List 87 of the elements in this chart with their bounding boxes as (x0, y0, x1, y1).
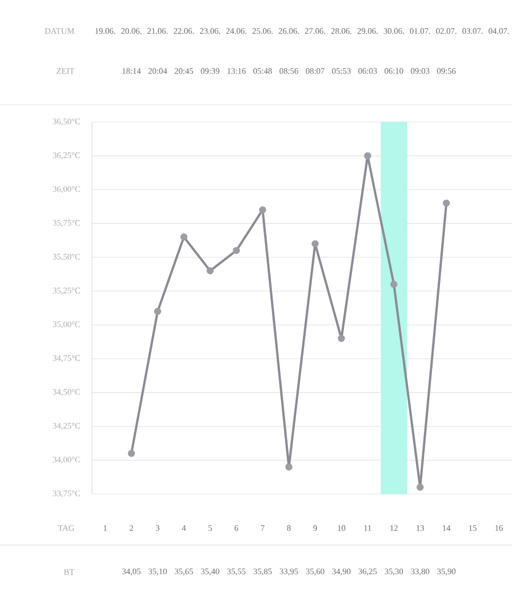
text: 33,80 (411, 568, 430, 576)
text: 06:10 (384, 68, 404, 74)
point (364, 152, 372, 160)
x-tick-label: 3 (156, 525, 160, 531)
point (338, 334, 345, 342)
y-tick-label: 36,50°C (53, 118, 80, 126)
text: 20:04 (148, 68, 168, 74)
text: 02.07. (436, 28, 456, 34)
text: 09:56 (437, 68, 456, 74)
text: 09:39 (200, 68, 220, 74)
text: 25.06. (252, 28, 273, 34)
text: 35,55 (227, 568, 246, 576)
point (259, 206, 266, 214)
y-tick-label: 35,50°C (53, 254, 80, 261)
x-tick-label: 8 (287, 525, 291, 531)
text: 27.06. (305, 28, 326, 34)
text: 04.07. (488, 28, 509, 34)
x-tick-label: 10 (338, 525, 346, 531)
text: 36,25 (358, 568, 377, 576)
text: 30.06. (384, 28, 404, 34)
point (390, 280, 398, 288)
text: 35,60 (306, 568, 324, 576)
text: 20.06. (121, 28, 142, 34)
y-tick-label: 33,75°C (53, 490, 80, 498)
x-tick-label: 5 (208, 525, 212, 531)
text: 34,90 (332, 568, 351, 576)
text: 03.07. (462, 28, 483, 34)
point (232, 246, 240, 254)
text: 05:53 (332, 68, 351, 74)
text: 21.06. (148, 28, 168, 34)
y-tick-label: 36,00°C (53, 186, 80, 194)
text: 35,90 (437, 568, 456, 576)
point (206, 267, 214, 274)
text: 06:03 (358, 68, 377, 74)
text: 33,95 (280, 568, 298, 576)
text: DATUM (44, 28, 74, 34)
y-tick-label: 34,25°C (53, 422, 80, 430)
point (128, 450, 135, 457)
y-tick-label: 36,25°C (53, 152, 80, 160)
text: 35,30 (384, 568, 404, 576)
y-tick-label: 35,00°C (53, 321, 80, 328)
text: 19.06. (95, 28, 116, 34)
text: 29.06. (358, 28, 378, 34)
x-axis-title: TAG (58, 525, 74, 531)
text: 24.06. (226, 28, 246, 34)
y-tick-label: 35,25°C (53, 288, 80, 295)
x-tick-label: 6 (234, 525, 238, 531)
text: 34,05 (122, 568, 140, 576)
text: 35,65 (174, 568, 193, 576)
text: 22.06. (174, 28, 194, 34)
text: BT (64, 569, 74, 575)
x-tick-label: 14 (442, 525, 450, 531)
text: 01.07. (410, 28, 430, 34)
text: 35,85 (254, 568, 272, 576)
point (154, 308, 162, 315)
y-tick-label: 34,75°C (53, 355, 80, 362)
text: ZEIT (56, 68, 74, 74)
text: 35,10 (148, 568, 167, 576)
x-tick-label: 12 (390, 525, 398, 531)
point (442, 200, 450, 207)
x-tick-label: 2 (130, 525, 134, 531)
text: 23.06. (200, 28, 220, 34)
x-tick-label: 16 (495, 525, 503, 531)
y-tick-label: 34,00°C (53, 456, 80, 464)
text: 05:48 (253, 68, 272, 74)
x-tick-label: 7 (261, 525, 264, 531)
text: 20:45 (174, 68, 194, 74)
text: 26.06. (278, 28, 299, 34)
y-tick-label: 35,75°C (53, 220, 80, 227)
point (285, 463, 292, 470)
point (416, 484, 424, 491)
text: 08:07 (306, 68, 324, 74)
x-tick-label: 13 (416, 525, 424, 531)
x-tick-label: 1 (104, 525, 107, 531)
text: 28.06. (331, 28, 352, 34)
point (312, 240, 319, 248)
x-tick-label: 9 (313, 525, 317, 531)
point (180, 233, 188, 241)
x-tick-label: 11 (364, 525, 372, 531)
text: 09:03 (410, 68, 430, 74)
x-tick-label: 15 (469, 525, 476, 531)
text: 35,40 (201, 568, 220, 576)
text: 18:14 (122, 68, 141, 74)
y-tick-label: 34,50°C (53, 389, 80, 396)
text: 08:56 (280, 68, 298, 74)
text: 13:16 (228, 68, 246, 74)
x-tick-label: 4 (182, 525, 186, 531)
